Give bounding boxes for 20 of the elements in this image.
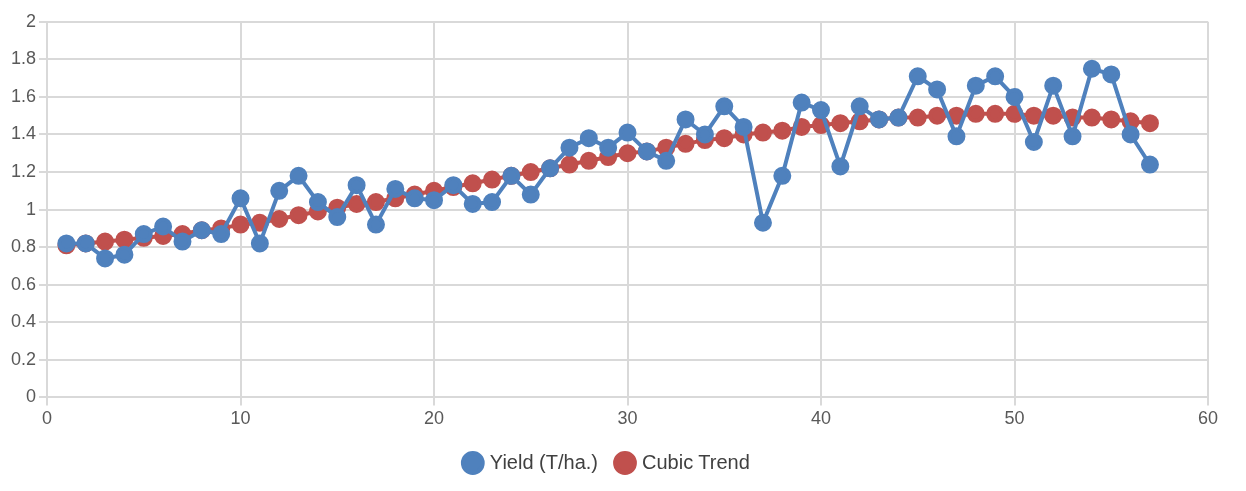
y-tick-label: 2 <box>26 10 37 31</box>
y-tick-label: 0.6 <box>10 273 37 294</box>
y-tick-label: 1.4 <box>10 123 37 144</box>
y-tick-label: 1.8 <box>10 48 37 69</box>
y-tick-label: 1.2 <box>10 161 37 182</box>
x-tick-label: 50 <box>1004 408 1025 429</box>
legend-label: Yield (T/ha.) <box>489 450 598 473</box>
legend-label: Cubic Trend <box>642 450 750 473</box>
y-tick-label: 0.2 <box>10 348 37 369</box>
x-tick-label: 30 <box>617 408 638 429</box>
x-tick-label: 0 <box>42 408 53 429</box>
x-tick-label: 60 <box>1197 408 1219 429</box>
y-tick-label: 0 <box>26 386 37 407</box>
x-tick-label: 20 <box>424 408 445 429</box>
y-tick-label: 0.4 <box>10 311 37 332</box>
y-tick-label: 0.8 <box>10 236 37 257</box>
x-tick-label: 10 <box>230 408 251 429</box>
y-tick-label: 1 <box>26 198 37 219</box>
y-tick-label: 1.6 <box>10 85 37 106</box>
x-tick-label: 40 <box>810 408 832 429</box>
